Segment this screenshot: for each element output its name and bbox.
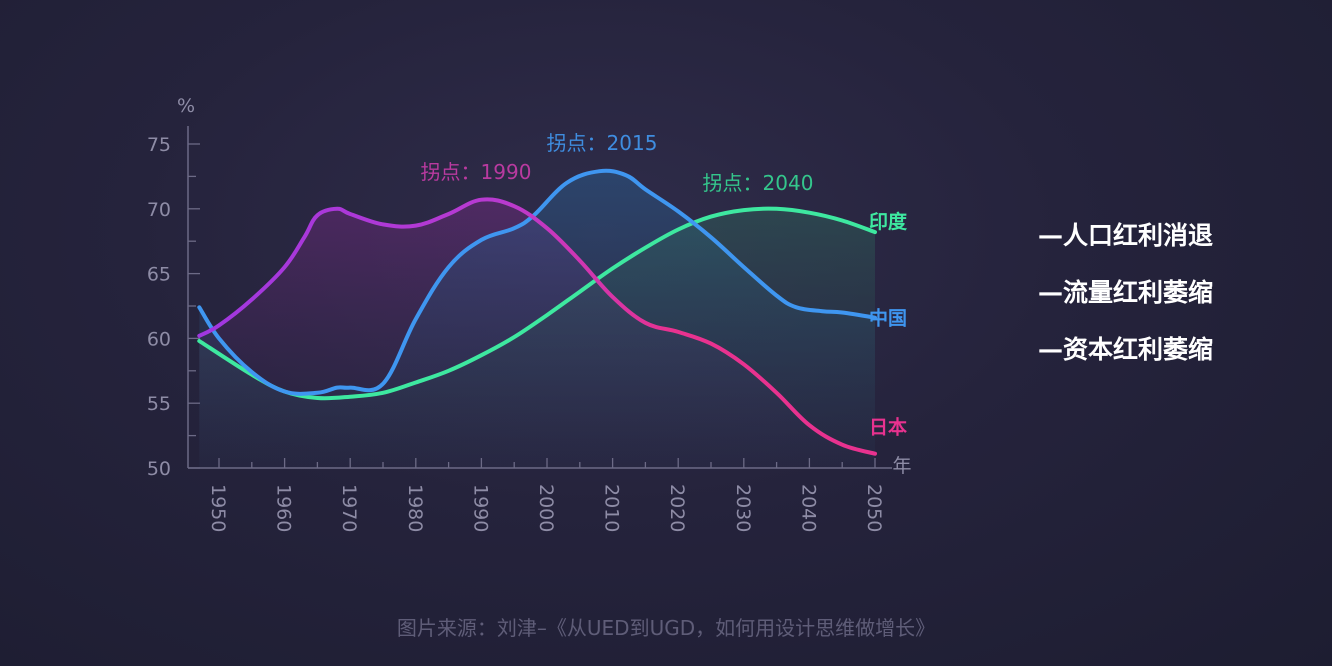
x-tick-label: 1950 [207, 484, 229, 532]
x-tick-label: 1960 [273, 484, 295, 532]
y-tick-label: 55 [147, 393, 171, 415]
series-areas [199, 170, 876, 469]
y-tick-label: 75 [147, 134, 171, 156]
x-tick-label: 2030 [732, 484, 754, 532]
x-tick-label: 1990 [469, 484, 491, 532]
x-tick-label: 1980 [404, 484, 426, 532]
y-unit-label: % [177, 95, 195, 117]
y-tick-label: 70 [147, 199, 171, 221]
bullet-item-3: —资本红利萎缩 [1038, 335, 1214, 364]
x-tick-label: 2000 [535, 484, 557, 532]
y-tick-label: 50 [147, 458, 171, 480]
series-lines [197, 168, 877, 456]
turning-point-annotation-2040: 拐点：2040 [703, 171, 814, 195]
bullet-item-1: —人口红利消退 [1038, 221, 1214, 250]
image-source-caption: 图片来源：刘津–《从UED到UGD，如何用设计思维做增长》 [396, 616, 936, 640]
axes: 50 55 60 65 70 75% 1950 1960 1970 1980 1990 2000 201… [147, 95, 912, 532]
x-tick-label: 2010 [601, 484, 623, 532]
series-line-china [197, 168, 877, 396]
turning-point-annotation-1990: 拐点：1990 [421, 160, 532, 184]
x-unit-label: 年 [892, 455, 911, 477]
series-label-india: 印度 [869, 210, 908, 233]
x-tick-label: 2040 [797, 484, 819, 532]
x-tick-label: 2020 [666, 484, 688, 532]
series-area-india [199, 208, 876, 469]
bullet-item-2: —流量红利萎缩 [1038, 278, 1214, 307]
y-tick-label: 65 [147, 264, 171, 286]
x-tick-label: 1970 [338, 484, 360, 532]
series-line-india [197, 206, 877, 401]
x-tick-label: 2050 [863, 484, 885, 532]
series-label-japan: 日本 [869, 416, 907, 439]
y-tick-label: 60 [147, 328, 171, 350]
turning-point-annotation-2015: 拐点：2015 [547, 131, 658, 155]
bullet-list: —人口红利消退 —流量红利萎缩 —资本红利萎缩 [1038, 216, 1298, 387]
series-line-japan [197, 197, 877, 456]
series-label-china: 中国 [869, 307, 907, 330]
